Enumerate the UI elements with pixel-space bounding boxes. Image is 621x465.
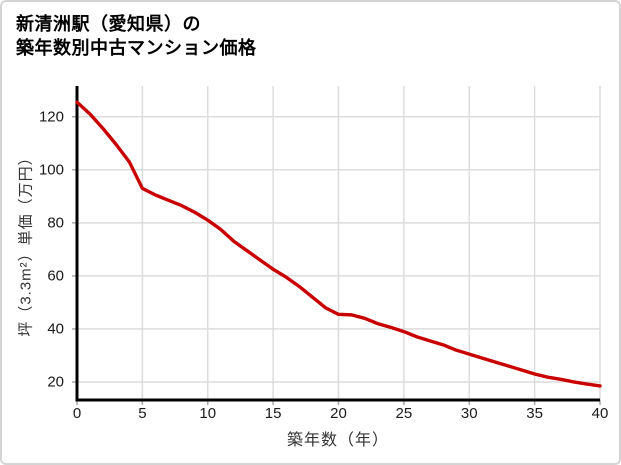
chart-title-line2: 築年数別中古マンション価格 — [16, 38, 257, 58]
chart-title-line1: 新清洲駅（愛知県）の — [16, 14, 201, 34]
x-tick-label: 40 — [591, 405, 609, 422]
x-tick-label: 15 — [264, 405, 282, 422]
price-line-series — [75, 100, 602, 388]
x-axis-label: 築年数（年） — [286, 432, 390, 449]
x-tick-label: 35 — [526, 405, 543, 422]
y-tick-label: 120 — [38, 108, 64, 126]
y-tick-label: 20 — [47, 373, 64, 391]
gridlines — [77, 86, 601, 400]
y-tick-label: 60 — [47, 267, 64, 285]
x-tick-label: 25 — [395, 405, 413, 422]
y-tick-label: 40 — [47, 320, 64, 338]
chart-title: 新清洲駅（愛知県）の 築年数別中古マンション価格 — [16, 12, 257, 60]
x-tick-label: 20 — [330, 405, 347, 422]
x-tick-label: 10 — [199, 405, 217, 422]
y-axis-label: 坪（3.3m²）単価（万円） — [17, 149, 35, 337]
y-tick-label: 80 — [47, 214, 64, 232]
x-tick-label: 30 — [460, 405, 478, 422]
y-tick-label: 100 — [38, 161, 64, 179]
axis-tick-marks — [72, 116, 601, 405]
x-tick-label: 5 — [138, 405, 147, 422]
x-tick-label: 0 — [72, 405, 82, 422]
